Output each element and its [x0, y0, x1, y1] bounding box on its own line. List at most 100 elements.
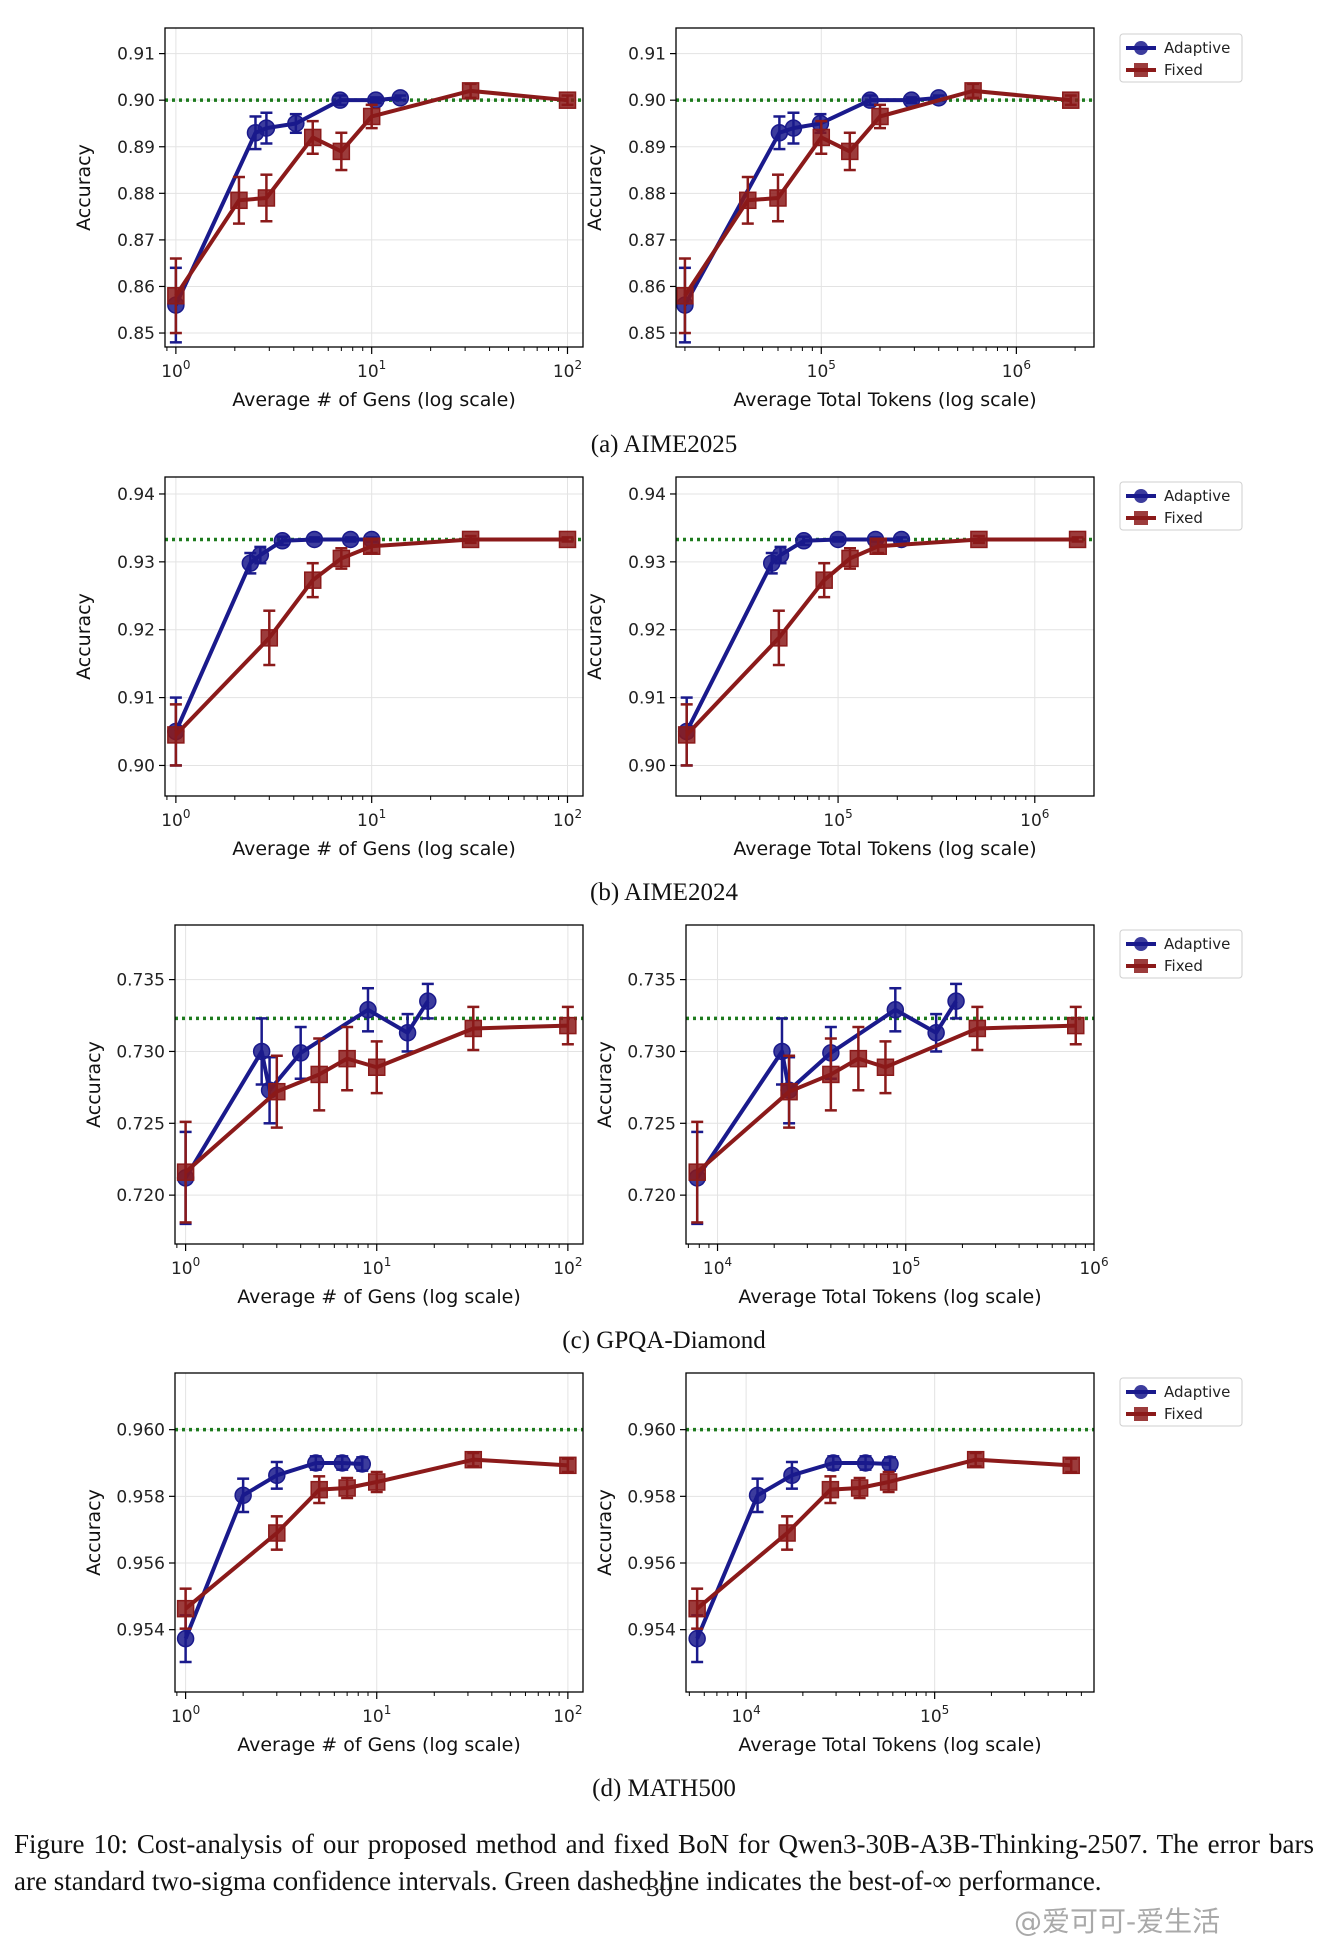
legend-marker	[1134, 1385, 1148, 1399]
plot-frame	[164, 476, 584, 797]
legend-label: Fixed	[1164, 957, 1203, 975]
data-point	[821, 1480, 840, 1499]
y-tick-label: 0.90	[628, 756, 666, 776]
plot-area	[175, 925, 583, 1244]
x-tick-label: 102	[553, 807, 582, 831]
data-point	[176, 1629, 195, 1648]
y-tick-label: 0.89	[117, 138, 155, 158]
data-point	[287, 114, 305, 133]
series-adaptive	[167, 530, 381, 767]
x-tick-label: 105	[891, 1255, 920, 1279]
plot-frame	[174, 1372, 584, 1693]
figure-caption: Figure 10: Cost-analysis of our proposed…	[14, 1829, 1314, 1896]
plot-frame	[675, 476, 1095, 797]
data-point	[461, 530, 480, 549]
data-point	[881, 1455, 899, 1473]
legend-label: Fixed	[1164, 61, 1203, 79]
data-point	[252, 1042, 271, 1061]
data-point	[338, 1049, 356, 1068]
data-point	[558, 91, 577, 109]
data-point	[879, 1473, 898, 1491]
series-fixed	[167, 530, 577, 767]
data-point	[1067, 1016, 1085, 1035]
data-point	[331, 91, 349, 109]
series-fixed	[688, 1450, 1080, 1630]
y-tick-label: 0.90	[117, 756, 155, 776]
subfigure-caption-c: (c) GPQA-Diamond	[562, 1327, 766, 1354]
plot-area	[686, 925, 1094, 1244]
data-point	[251, 546, 270, 564]
chart-panel-3: 0.90 0.91 0.92 0.93 0.94 105 106 Average Total …	[584, 476, 1243, 860]
data-point	[771, 546, 790, 564]
data-point	[784, 119, 803, 137]
data-point	[966, 1450, 985, 1469]
x-tick-label: 102	[553, 1255, 582, 1279]
y-axis-label: Accuracy	[83, 1041, 105, 1128]
data-point	[260, 629, 279, 647]
data-point	[769, 189, 787, 207]
y-tick-label: 0.93	[117, 553, 155, 573]
data-point	[871, 107, 889, 126]
chart-panel-7: 0.954 0.956 0.958 0.960 104 105 Average Total …	[594, 1372, 1243, 1756]
chart-panel-6: 0.954 0.956 0.958 0.960 100 101 102 Average # o…	[83, 1372, 584, 1756]
data-point	[367, 1473, 386, 1491]
data-point	[367, 1058, 386, 1077]
x-axis-label: Average # of Gens (log scale)	[232, 838, 516, 860]
legend-marker	[1134, 937, 1148, 951]
legend-marker	[1134, 959, 1148, 973]
x-tick-label: 102	[553, 1703, 582, 1727]
legend-marker	[1134, 511, 1148, 525]
x-tick-label: 106	[1002, 358, 1031, 382]
legend-marker	[1134, 63, 1148, 77]
data-point	[273, 532, 292, 550]
x-axis-label: Average # of Gens (log scale)	[237, 1286, 521, 1308]
y-tick-label: 0.735	[116, 971, 165, 991]
x-axis-label: Average Total Tokens (log scale)	[733, 838, 1036, 860]
y-tick-label: 0.958	[116, 1487, 165, 1507]
data-point	[688, 1163, 706, 1181]
data-point	[332, 549, 351, 568]
y-axis-label: Accuracy	[83, 1489, 105, 1576]
y-tick-label: 0.725	[116, 1114, 165, 1134]
y-tick-label: 0.91	[117, 45, 155, 65]
data-point	[303, 571, 322, 589]
y-tick-label: 0.93	[628, 553, 666, 573]
data-point	[362, 537, 381, 555]
data-point	[1061, 91, 1080, 109]
y-tick-label: 0.91	[628, 45, 666, 65]
data-point	[947, 992, 965, 1010]
series-adaptive	[176, 1454, 372, 1664]
subfigure-caption-d: (d) MATH500	[592, 1775, 736, 1802]
y-tick-label: 0.88	[628, 184, 666, 204]
data-point	[461, 82, 480, 100]
y-tick-label: 0.725	[627, 1114, 676, 1134]
plot-area	[676, 477, 1094, 796]
y-tick-label: 0.954	[116, 1621, 165, 1641]
data-point	[812, 128, 831, 147]
legend-marker	[1134, 1407, 1148, 1421]
data-point	[970, 530, 988, 549]
data-point	[822, 1065, 840, 1084]
chart-panel-0: 0.85 0.86 0.87 0.88 0.89 0.90 0.91 100 101 102 Ave…	[73, 27, 584, 411]
x-tick-label: 105	[807, 358, 836, 382]
data-point	[167, 726, 185, 744]
y-tick-label: 0.86	[628, 277, 666, 297]
y-axis-label: Accuracy	[584, 144, 606, 231]
series-adaptive	[167, 89, 410, 344]
y-tick-label: 0.720	[627, 1186, 676, 1206]
data-point	[841, 142, 859, 161]
legend-marker	[1134, 41, 1148, 55]
data-point	[688, 1629, 706, 1648]
data-point	[688, 1599, 706, 1618]
x-tick-label: 101	[357, 358, 386, 382]
data-point	[815, 571, 833, 589]
data-point	[176, 1599, 195, 1618]
y-tick-label: 0.92	[117, 621, 155, 641]
data-point	[829, 530, 847, 549]
y-tick-label: 0.91	[628, 689, 666, 709]
plot-area	[175, 1373, 583, 1692]
data-point	[849, 1049, 868, 1068]
y-tick-label: 0.85	[117, 324, 155, 344]
series-fixed	[176, 1005, 577, 1224]
